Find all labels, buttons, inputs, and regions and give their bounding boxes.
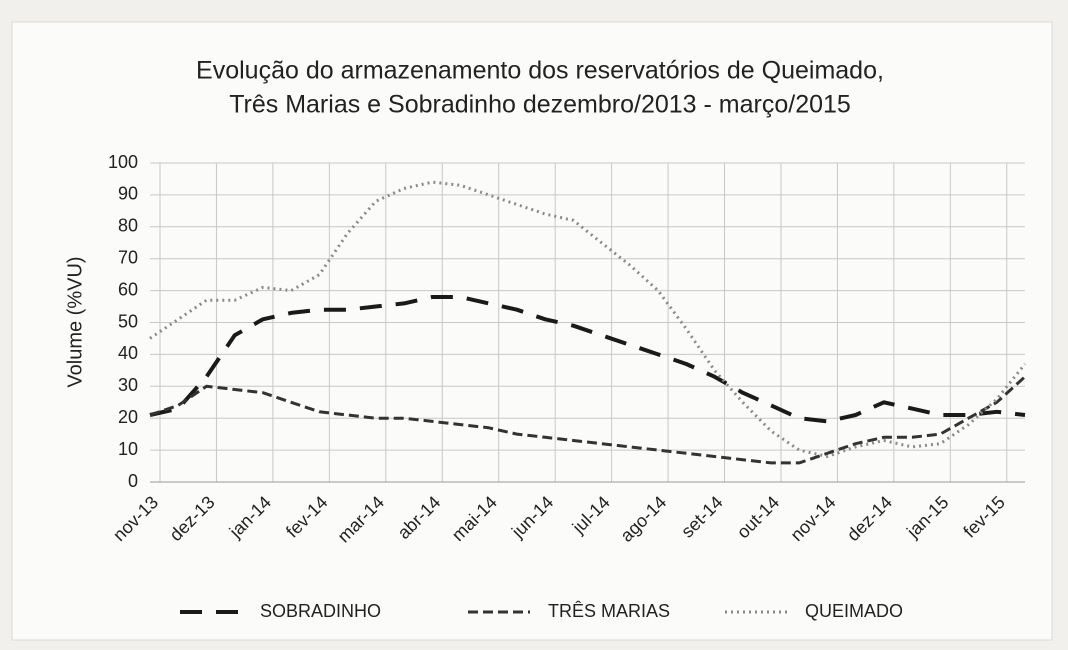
y-tick-label: 50	[118, 311, 138, 331]
series-line	[149, 295, 1026, 424]
chart-title: Três Marias e Sobradinho dezembro/2013 -…	[229, 91, 851, 119]
y-tick-label: 0	[128, 471, 138, 491]
y-tick-label: 30	[118, 375, 138, 395]
y-tick-label: 90	[118, 184, 138, 204]
y-tick-label: 10	[118, 439, 138, 459]
y-tick-label: 40	[118, 343, 138, 363]
y-tick-label: 80	[118, 216, 138, 236]
legend-label: QUEIMADO	[805, 601, 903, 621]
series-line	[149, 375, 1027, 465]
legend-label: TRÊS MARIAS	[548, 601, 670, 621]
y-axis-label: Volume (%VU)	[64, 256, 86, 387]
chart-frame	[11, 21, 1053, 641]
legend-label: SOBRADINHO	[260, 601, 381, 621]
y-tick-label: 70	[118, 247, 138, 267]
y-tick-label: 60	[118, 279, 138, 299]
chart-title: Evolução do armazenamento dos reservatór…	[196, 57, 884, 85]
y-tick-label: 20	[118, 407, 138, 427]
series-line	[149, 180, 1027, 458]
y-tick-label: 100	[108, 152, 138, 172]
